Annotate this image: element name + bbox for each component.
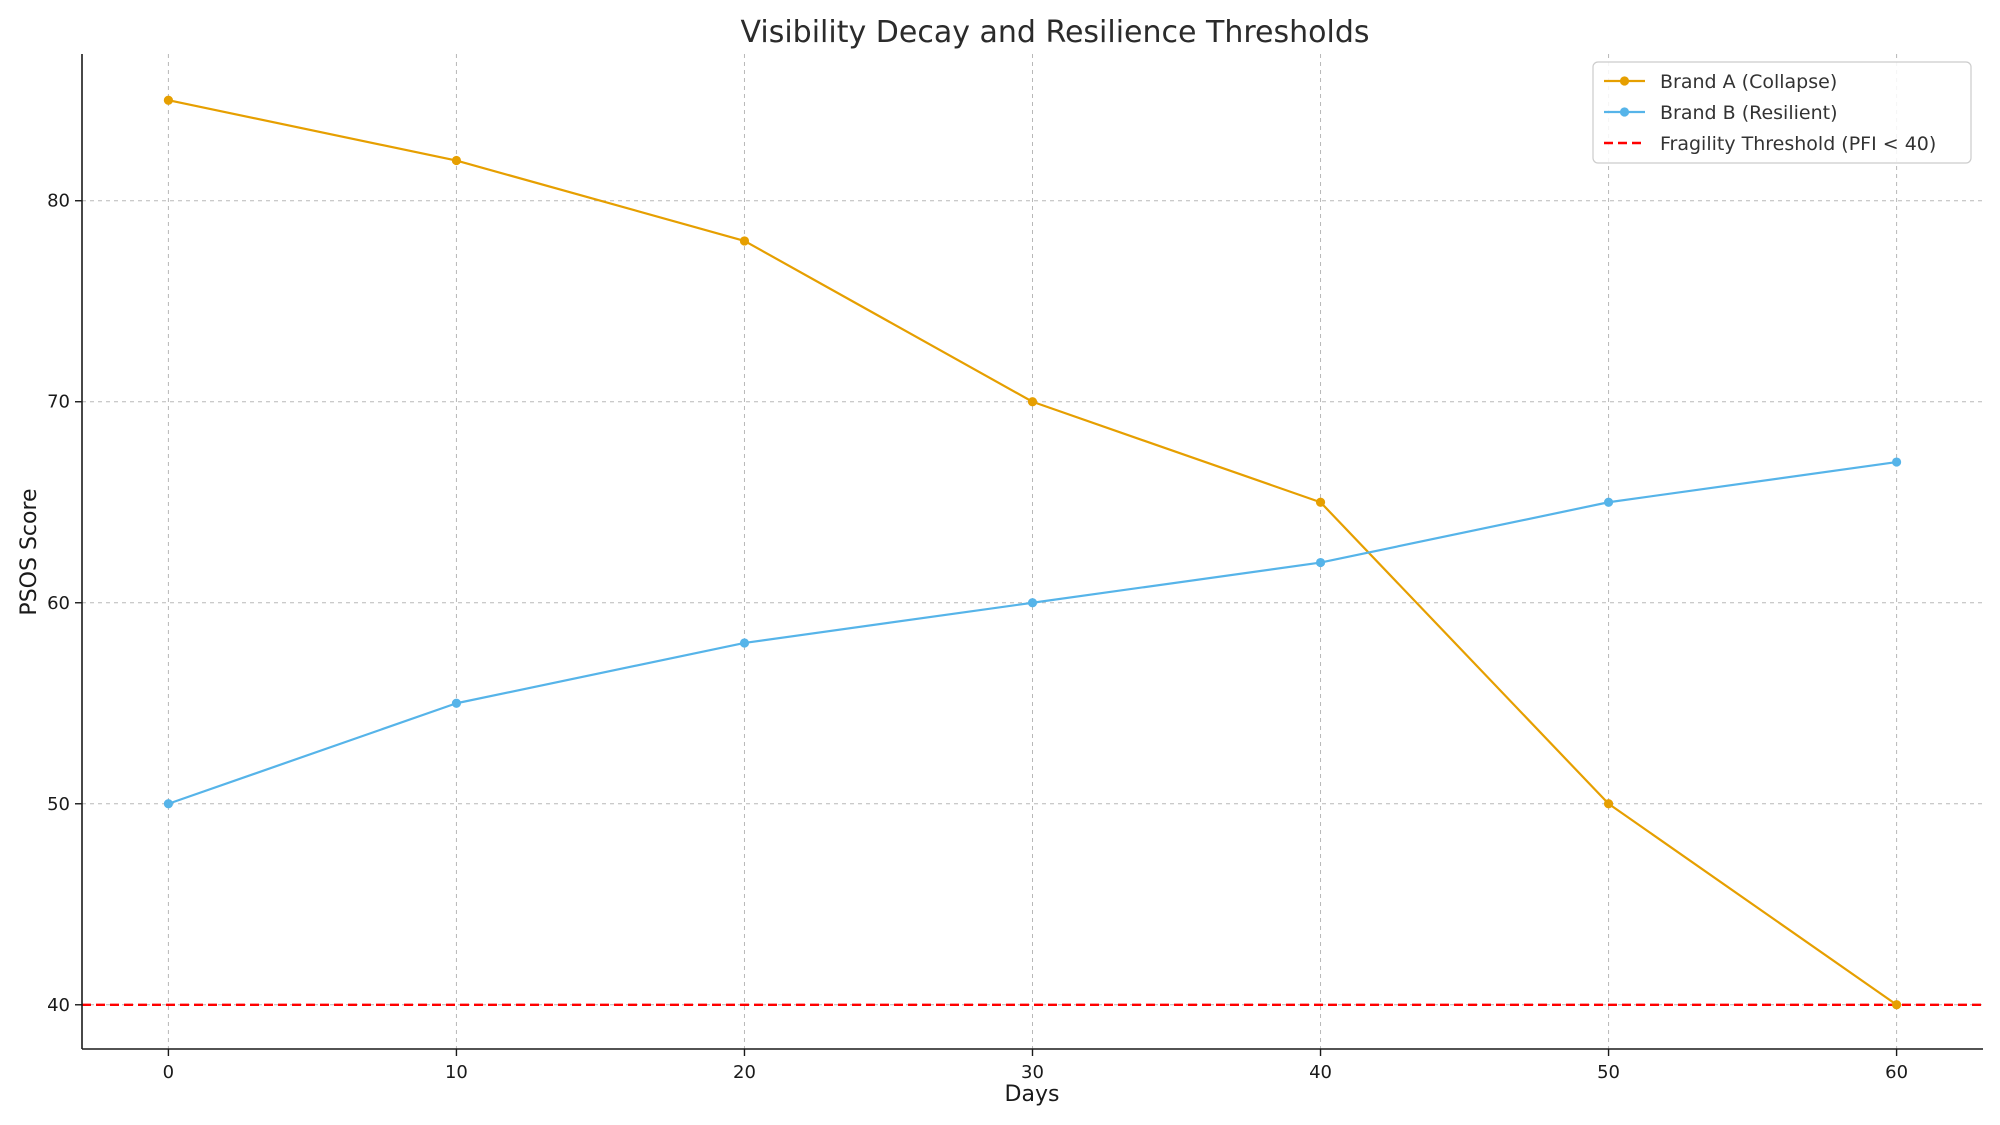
x-tick-label: 20 [733,1062,756,1083]
legend: Brand A (Collapse) Brand B (Resilient) Fra… [1592,61,1972,164]
x-tick-label: 60 [1885,1062,1908,1083]
ticks: 0 10 20 30 40 50 60 40 50 60 70 80 [47,191,1908,1083]
legend-marker [1619,107,1630,117]
y-tick-label: 60 [47,593,70,614]
x-tick-label: 30 [1021,1062,1044,1083]
x-tick-label: 0 [163,1062,174,1083]
y-tick-label: 40 [47,995,70,1016]
legend-label: Fragility Threshold (PFI < 40) [1660,133,1936,155]
legend-label: Brand B (Resilient) [1660,102,1838,124]
data-point [163,799,174,809]
data-point [739,236,750,246]
y-tick-label: 50 [47,794,70,815]
data-point [451,155,462,166]
legend-frame [1592,61,1972,164]
data-point [1603,497,1614,507]
data-point [451,698,462,708]
data-point [1027,397,1038,407]
y-axis-label: PSOS Score [17,488,42,615]
legend-label: Brand A (Collapse) [1660,71,1837,93]
data-point [1891,1000,1902,1010]
data-point [1315,557,1326,568]
legend-marker [1619,76,1630,86]
grid [82,54,1983,1049]
x-tick-label: 10 [445,1062,468,1083]
data-point [1603,799,1614,809]
y-tick-label: 70 [47,392,70,413]
y-tick-label: 80 [47,191,70,212]
x-tick-label: 50 [1597,1062,1620,1083]
chart-title: Visibility Decay and Resilience Threshol… [741,15,1370,50]
x-tick-label: 40 [1309,1062,1332,1083]
series-lines [163,95,1902,1010]
data-point [739,638,750,648]
data-point [1315,497,1326,507]
data-point [1891,457,1902,467]
data-point [1027,598,1038,608]
data-point [163,95,174,105]
x-axis-label: Days [1005,1082,1060,1107]
